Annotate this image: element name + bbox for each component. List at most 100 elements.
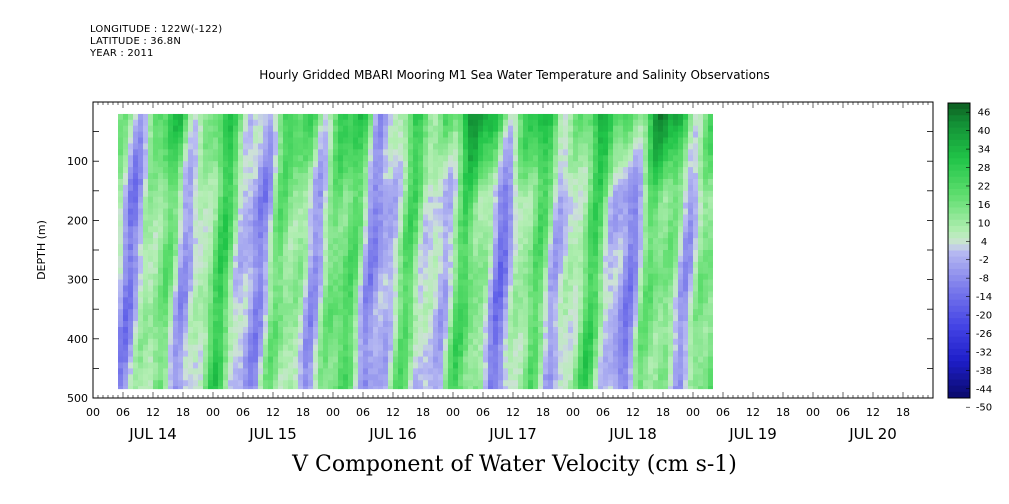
heatmap-cell: [308, 368, 314, 375]
heatmap-cell: [513, 173, 519, 180]
heatmap-cell: [218, 350, 224, 357]
heatmap-cell: [423, 113, 429, 121]
heatmap-cell: [518, 208, 524, 215]
heatmap-cell: [358, 285, 364, 292]
heatmap-cell: [188, 143, 194, 150]
heatmap-cell: [188, 386, 194, 390]
heatmap-cell: [573, 250, 579, 257]
heatmap-cell: [563, 267, 569, 275]
heatmap-cell: [178, 303, 184, 310]
heatmap-cell: [438, 143, 444, 150]
heatmap-cell: [188, 315, 194, 322]
heatmap-cell: [268, 267, 274, 275]
heatmap-cell: [533, 321, 539, 328]
heatmap-cell: [573, 344, 579, 352]
heatmap-cell: [448, 255, 454, 263]
heatmap-cell: [243, 196, 249, 204]
heatmap-cell: [323, 149, 329, 156]
heatmap-cell: [363, 380, 369, 387]
heatmap-cell: [128, 250, 134, 257]
heatmap-cell: [563, 261, 569, 269]
heatmap-cell: [273, 386, 279, 390]
heatmap-cell: [318, 326, 324, 334]
heatmap-cell: [383, 143, 389, 150]
heatmap-cell: [638, 143, 644, 150]
heatmap-cell: [498, 119, 504, 127]
heatmap-cell: [503, 226, 509, 233]
heatmap-cell: [588, 374, 594, 381]
heatmap-cell: [488, 125, 494, 132]
heatmap-cell: [558, 226, 564, 233]
heatmap-cell: [528, 244, 534, 251]
heatmap-cell: [323, 386, 329, 390]
heatmap-cell: [598, 161, 604, 168]
heatmap-cell: [533, 149, 539, 156]
heatmap-cell: [493, 226, 499, 233]
heatmap-cell: [258, 143, 264, 150]
heatmap-cell: [228, 344, 234, 352]
heatmap-cell: [493, 208, 499, 215]
heatmap-cell: [303, 291, 309, 298]
heatmap-cell: [443, 273, 449, 280]
heatmap-cell: [328, 238, 334, 245]
heatmap-cell: [148, 309, 154, 316]
heatmap-cell: [388, 238, 394, 245]
heatmap-cell: [173, 267, 179, 275]
heatmap-cell: [478, 226, 484, 233]
heatmap-cell: [363, 332, 369, 340]
heatmap-cell: [378, 149, 384, 156]
heatmap-cell: [468, 184, 474, 192]
heatmap-cell: [518, 226, 524, 233]
heatmap-cell: [623, 232, 629, 239]
heatmap-cell: [248, 232, 254, 239]
heatmap-cell: [613, 196, 619, 204]
heatmap-cell: [393, 244, 399, 251]
heatmap-cell: [513, 386, 519, 390]
heatmap-cell: [118, 362, 124, 369]
heatmap-cell: [158, 238, 164, 245]
heatmap-cell: [363, 190, 369, 198]
heatmap-cell: [198, 119, 204, 127]
heatmap-cell: [328, 208, 334, 215]
heatmap-cell: [218, 332, 224, 340]
heatmap-cell: [578, 190, 584, 198]
heatmap-cells: [118, 113, 713, 390]
heatmap-cell: [408, 255, 414, 263]
heatmap-cell: [473, 297, 479, 304]
heatmap-cell: [398, 178, 404, 186]
heatmap-cell: [488, 374, 494, 381]
heatmap-cell: [148, 374, 154, 381]
heatmap-cell: [603, 332, 609, 340]
heatmap-cell: [203, 332, 209, 340]
heatmap-cell: [528, 173, 534, 180]
heatmap-cell: [548, 190, 554, 198]
heatmap-cell: [223, 315, 229, 322]
heatmap-cell: [188, 279, 194, 286]
heatmap-cell: [573, 332, 579, 340]
heatmap-cell: [503, 137, 509, 144]
heatmap-cell: [383, 250, 389, 257]
heatmap-cell: [373, 356, 379, 363]
heatmap-cell: [323, 315, 329, 322]
heatmap-cell: [443, 226, 449, 233]
heatmap-cell: [473, 143, 479, 150]
heatmap-cell: [458, 303, 464, 310]
heatmap-cell: [453, 161, 459, 168]
heatmap-cell: [393, 131, 399, 138]
heatmap-cell: [238, 261, 244, 269]
heatmap-cell: [303, 356, 309, 363]
heatmap-cell: [228, 291, 234, 298]
heatmap-cell: [503, 309, 509, 316]
heatmap-cell: [428, 344, 434, 352]
heatmap-cell: [548, 250, 554, 257]
heatmap-cell: [123, 155, 129, 162]
heatmap-cell: [173, 244, 179, 251]
heatmap-cell: [568, 125, 574, 132]
heatmap-cell: [428, 119, 434, 127]
heatmap-cell: [233, 196, 239, 204]
heatmap-cell: [448, 244, 454, 251]
heatmap-cell: [258, 149, 264, 156]
heatmap-cell: [528, 143, 534, 150]
heatmap-cell: [128, 184, 134, 192]
heatmap-cell: [348, 226, 354, 233]
